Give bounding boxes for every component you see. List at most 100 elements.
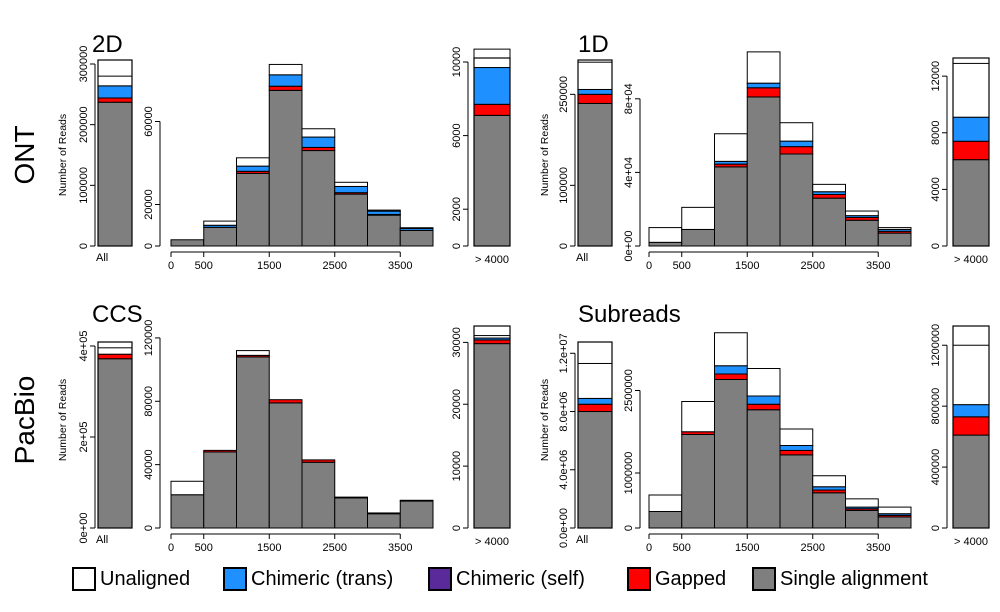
legend-item-chimeric-trans: Chimeric (trans)	[223, 566, 393, 592]
chart-ccs-bin-5-single-alignment-segment	[334, 497, 368, 529]
chart-subreads-all-unaligned-segment	[577, 362, 613, 399]
chart-1d-bin-6-single-alignment-segment	[845, 219, 879, 247]
chart-ccs-bin-2-unaligned-segment	[236, 350, 270, 356]
chart-ccs-hist-y-tick-label: 40000	[143, 449, 155, 480]
chart-2d-tail-y-tick-label: 10000	[451, 47, 463, 78]
chart-2d-x-tick-label: 2500	[323, 260, 347, 272]
chart-ccs-x-tick-label: 500	[195, 542, 213, 554]
row-label-ont: ONT	[9, 125, 40, 184]
legend-label-chimeric-trans: Chimeric (trans)	[251, 567, 394, 590]
chart-subreads-all-chimeric-trans-segment	[577, 397, 613, 405]
chart-2d-all-single-alignment-segment	[97, 101, 133, 247]
chart-1d-x-tick-label: 2500	[801, 260, 825, 272]
chart-2d-all-unaligned-segment	[97, 75, 133, 87]
legend-item-single-alignment: Single alignment	[752, 566, 928, 592]
chart-1d-bin-2-unaligned-segment	[714, 133, 748, 162]
chart-subreads-bin-4-unaligned-segment	[779, 428, 814, 446]
legend-item-gapped: Gapped	[627, 566, 726, 592]
chart-subreads-all-category-label: All	[576, 534, 588, 546]
chart-ccs-x-tick-label: 0	[168, 542, 174, 554]
chart-2d-tail-single-alignment-segment	[473, 114, 511, 247]
legend-swatch-unaligned	[72, 567, 96, 591]
chart-1d-tail-unaligned-segment	[952, 62, 990, 118]
chart-2d-all-chimeric-trans-segment	[97, 85, 133, 99]
chart-subreads-bin-5-single-alignment-segment	[812, 492, 846, 529]
chart-1d-tail-single-alignment-segment	[952, 159, 990, 247]
chart-2d-tail-y-tick-label: 0	[451, 243, 463, 249]
chart-ccs: CCS Number of Reads 0e+00 2e+05 4e+05 All 0 400…	[57, 301, 511, 554]
chart-subreads-bin-4-gapped-segment	[779, 449, 814, 456]
chart-2d-tail-category-label: > 4000	[475, 254, 509, 266]
chart-2d-hist-y-tick-label: 20000	[143, 189, 155, 220]
legend-item-unaligned: Unaligned	[72, 566, 190, 592]
chart-2d-bin-3-single-alignment-segment	[268, 89, 303, 247]
chart-2d-tail-y-tick-label: 6000	[451, 123, 463, 147]
chart-subreads-hist-y-tick-label: 2500000	[623, 369, 635, 412]
chart-ccs-bin-0-unaligned-segment	[170, 480, 205, 496]
chart-ccs-all-y-tick-label: 4e+05	[78, 331, 90, 362]
chart-2d-tail-chimeric-trans-segment	[473, 67, 511, 105]
chart-ccs-tail-y-tick-label: 0	[451, 525, 463, 531]
chart-subreads-tail-chimeric-trans-segment	[952, 404, 990, 418]
chart-1d-y-label: Number of Reads	[539, 114, 551, 196]
legend-label-chimeric-self: Chimeric (self)	[456, 567, 585, 590]
chart-subreads-all-frame	[577, 341, 613, 529]
chart-1d-bin-5-unaligned-segment	[812, 183, 846, 193]
chart-2d-all-category-label: All	[96, 252, 108, 264]
chart-1d-x-tick-label: 3500	[866, 260, 890, 272]
chart-1d-title: 1D	[578, 31, 609, 58]
chart-subreads-bin-4-single-alignment-segment	[779, 454, 814, 529]
chart-2d-bin-2-single-alignment-segment	[236, 172, 270, 247]
chart-1d-x-tick-label: 500	[673, 260, 691, 272]
chart-subreads-bin-7-single-alignment-segment	[877, 516, 912, 529]
chart-1d-tail-y-tick-label: 12000	[930, 61, 942, 92]
legend-label-unaligned: Unaligned	[100, 567, 191, 590]
chart-1d-all-frame	[577, 59, 613, 247]
chart-subreads-bin-2-chimeric-trans-segment	[714, 365, 748, 375]
chart-2d-all-y-tick-label: 0	[78, 243, 90, 249]
chart-subreads-x-tick-label: 3500	[866, 542, 890, 554]
chart-ccs-tail-frame	[473, 325, 511, 529]
chart-2d-all-y-tick-label: 100000	[78, 167, 90, 204]
chart-subreads-bin-1-single-alignment-segment	[681, 434, 715, 529]
chart-1d-tail-gapped-segment	[952, 140, 990, 161]
chart-1d-x-tick-label: 1500	[735, 260, 759, 272]
chart-ccs-all-y-tick-label: 0e+00	[78, 513, 90, 544]
chart-ccs-tail-y-tick-label: 10000	[451, 451, 463, 482]
chart-2d-all-gapped-segment	[97, 97, 133, 103]
chart-ccs-bin-4-single-alignment-segment	[301, 461, 336, 529]
chart-subreads-bin-6-single-alignment-segment	[845, 509, 879, 529]
chart-subreads-all-y-tick-label: 4.0e+06	[558, 450, 570, 490]
chart-1d-bin-3-gapped-segment	[746, 87, 781, 98]
chart-2d-x-tick-label: 1500	[257, 260, 281, 272]
chart-ccs-x-tick-label: 1500	[257, 542, 281, 554]
chart-2d-bin-3-unaligned-segment	[268, 63, 303, 76]
chart-1d-bin-4-chimeric-trans-segment	[779, 140, 814, 148]
chart-1d-bin-3-chimeric-trans-segment	[746, 82, 781, 89]
chart-2d-tail-frame	[473, 57, 511, 247]
chart-2d-x-tick-label: 500	[195, 260, 213, 272]
chart-1d-tail-y-tick-label: 0	[930, 243, 942, 249]
chart-ccs-bin-4-gapped-segment	[301, 459, 336, 463]
chart-ccs-all-category-label: All	[96, 534, 108, 546]
chart-subreads-hist-y-tick-label: 0	[623, 525, 635, 531]
chart-2d-bin-1-unaligned-segment	[203, 220, 237, 226]
chart-ccs-bin-2-single-alignment-segment	[236, 356, 270, 529]
chart-ccs-all-single-alignment-segment	[97, 358, 133, 529]
legend-item-chimeric-self: Chimeric (self)	[428, 566, 585, 592]
chart-ccs-hist-y-tick-label: 120000	[143, 320, 155, 357]
chart-2d-bin-6-single-alignment-segment	[367, 214, 401, 247]
chart-1d-bin-1-single-alignment-segment	[681, 228, 715, 247]
chart-subreads-all-y-tick-label: 8.0e+06	[558, 391, 570, 431]
chart-subreads-x-tick-label: 2500	[801, 542, 825, 554]
chart-subreads-all-y-tick-label: 0.0e+00	[558, 508, 570, 548]
chart-2d-x-tick-label: 0	[168, 260, 174, 272]
chart-2d-bin-7-unaligned-segment	[399, 227, 434, 230]
chart-ccs-tail-y-tick-label: 30000	[451, 327, 463, 358]
chart-1d-all-y-tick-label: 250000	[558, 76, 570, 113]
chart-2d-bin-2-unaligned-segment	[236, 157, 270, 167]
